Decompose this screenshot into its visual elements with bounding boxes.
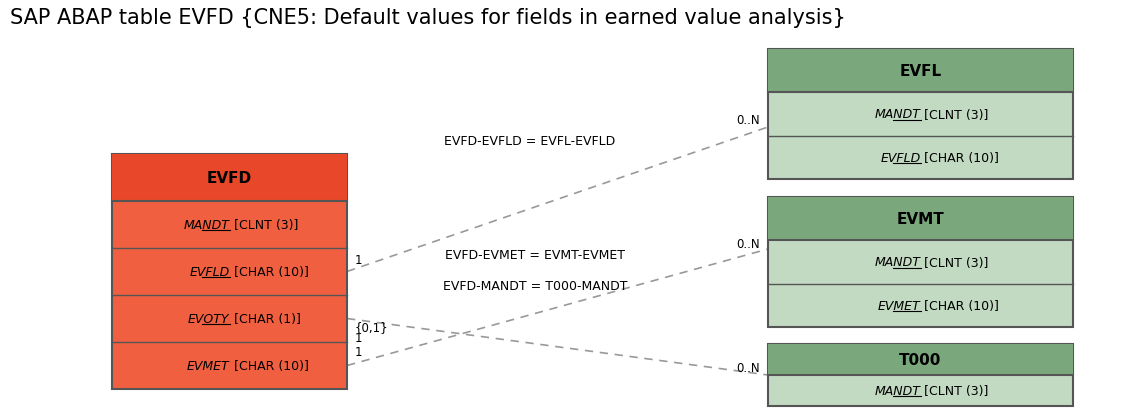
Bar <box>112 155 347 389</box>
Text: MANDT: MANDT <box>875 256 920 269</box>
Text: EVFD-EVFLD = EVFL-EVFLD: EVFD-EVFLD = EVFL-EVFLD <box>444 135 615 148</box>
Text: [CHAR (10)]: [CHAR (10)] <box>920 299 999 312</box>
Text: 0..N: 0..N <box>736 361 760 373</box>
Bar <box>768 198 1073 241</box>
Text: MANDT: MANDT <box>875 108 920 121</box>
Bar <box>768 344 1073 375</box>
Text: EVOTY: EVOTY <box>188 312 230 325</box>
Bar <box>112 155 347 202</box>
Text: MANDT: MANDT <box>184 218 230 231</box>
Text: 0..N: 0..N <box>736 113 760 126</box>
Bar <box>768 198 1073 327</box>
Text: [CLNT (3)]: [CLNT (3)] <box>920 256 989 269</box>
Text: EVFD-MANDT = T000-MANDT: EVFD-MANDT = T000-MANDT <box>443 279 628 292</box>
Text: [CLNT (3)]: [CLNT (3)] <box>230 218 298 231</box>
Text: EVMET: EVMET <box>878 299 920 312</box>
Text: 1: 1 <box>355 345 363 358</box>
Text: EVFLD: EVFLD <box>880 151 920 164</box>
Text: 1: 1 <box>355 254 363 266</box>
Text: EVFD-EVMET = EVMT-EVMET: EVFD-EVMET = EVMT-EVMET <box>445 248 625 261</box>
Text: [CLNT (3)]: [CLNT (3)] <box>920 108 989 121</box>
Bar <box>768 50 1073 93</box>
Text: EVFD: EVFD <box>207 171 252 186</box>
Text: EVFL: EVFL <box>900 64 942 79</box>
Text: T000: T000 <box>900 352 942 367</box>
Text: [CLNT (3)]: [CLNT (3)] <box>920 384 989 397</box>
Text: 0..N: 0..N <box>736 237 760 250</box>
Text: [CHAR (1)]: [CHAR (1)] <box>230 312 300 325</box>
Text: 1: 1 <box>355 331 363 344</box>
Text: MANDT: MANDT <box>875 384 920 397</box>
Bar <box>768 344 1073 406</box>
Text: [CHAR (10)]: [CHAR (10)] <box>230 359 308 372</box>
Text: [CHAR (10)]: [CHAR (10)] <box>920 151 999 164</box>
Text: {0,1}: {0,1} <box>355 320 389 333</box>
Bar <box>768 50 1073 180</box>
Text: EVFLD: EVFLD <box>189 265 230 278</box>
Text: [CHAR (10)]: [CHAR (10)] <box>230 265 308 278</box>
Text: EVMET: EVMET <box>187 359 230 372</box>
Text: EVMT: EVMT <box>896 211 945 227</box>
Text: SAP ABAP table EVFD {CNE5: Default values for fields in earned value analysis}: SAP ABAP table EVFD {CNE5: Default value… <box>10 8 845 28</box>
